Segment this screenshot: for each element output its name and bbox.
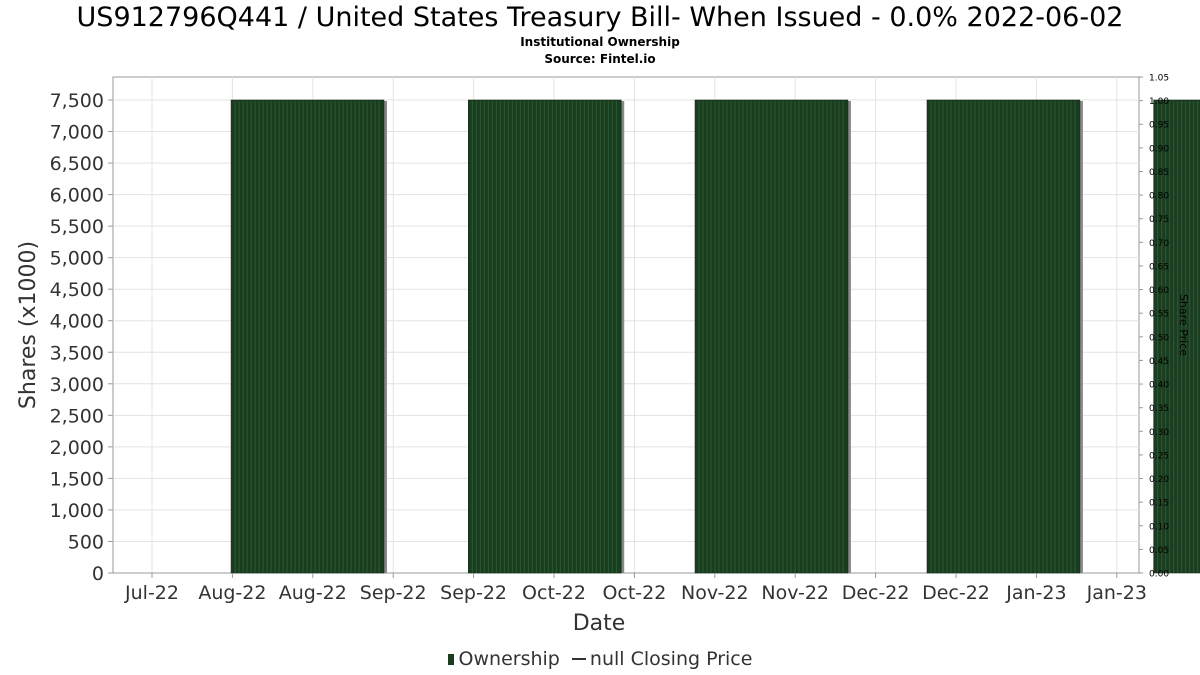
y2-tick-label: 0.75 [1149,215,1169,225]
chart-subtitle-ownership: Institutional Ownership [520,35,680,49]
ownership-bar-group [1153,99,1200,574]
chart-legend: Ownership null Closing Price [0,647,1200,670]
x-tick-label: Oct-22 [602,582,666,604]
ownership-bar-group [230,99,387,574]
y2-tick-label: 0.35 [1149,404,1169,414]
chart-subtitle-source: Source: Fintel.io [544,52,656,66]
y-tick-label: 5,000 [50,248,104,270]
x-tick-label: Nov-22 [761,582,829,604]
y-tick-label: 2,000 [50,437,104,459]
legend-closing-price-label: null Closing Price [589,647,753,670]
y2-tick-label: 0.70 [1149,239,1169,249]
y2-tick-label: 0.80 [1149,192,1169,202]
ownership-swatch-icon [447,653,454,665]
y2-tick-label: 0.85 [1149,168,1169,178]
y2-tick-label: 0.60 [1149,286,1169,296]
y2-tick-label: 1.00 [1149,97,1169,107]
y-tick-label: 4,000 [50,311,104,333]
y-tick-label: 6,500 [50,153,104,175]
y2-tick-label: 0.10 [1149,522,1169,532]
y-tick-label: 5,500 [50,216,104,238]
y-tick-label: 3,000 [50,374,104,396]
y-tick-label: 2,500 [50,405,104,427]
y2-tick-label: 0.40 [1149,381,1169,391]
y-tick-label: 3,500 [50,342,104,364]
y2-tick-label: 0.55 [1149,310,1169,320]
y-tick-label: 6,000 [50,185,104,207]
x-tick-label: Jul-22 [124,582,179,604]
chart-title: US912796Q441 / United States Treasury Bi… [76,2,1124,33]
y2-axis-ticks: 0.00 0.05 0.10 0.15 0.20 0.25 0.30 0.35 0.40 0.45… [1139,74,1169,580]
y2-axis-label: Share Price [1177,294,1190,356]
x-tick-label: Jan-23 [1005,582,1066,604]
y2-tick-label: 0.05 [1149,546,1169,556]
y-tick-label: 1,000 [50,500,104,522]
y2-tick-label: 0.15 [1149,499,1169,509]
x-axis-label: Date [573,611,626,636]
x-tick-label: Jan-23 [1086,582,1147,604]
ownership-bars [230,99,1200,574]
y-tick-label: 7,500 [50,90,104,112]
legend-ownership[interactable]: Ownership [447,647,560,670]
y2-tick-label: 0.45 [1149,357,1169,367]
ownership-bar-group [926,99,1083,574]
ownership-bar-group [468,99,625,574]
y-tick-label: 4,500 [50,279,104,301]
x-tick-label: Aug-22 [279,582,347,604]
ownership-chart: 0 500 1,000 1,500 2,000 2,500 3,000 3,500 4,000 4… [16,74,1200,636]
y-axis-label: Shares (x1000) [16,241,41,409]
legend-closing-price[interactable]: null Closing Price [566,647,753,670]
y2-tick-label: 0.20 [1149,475,1169,485]
x-tick-label: Oct-22 [522,582,586,604]
x-tick-label: Dec-22 [922,582,990,604]
y2-tick-label: 0.90 [1149,144,1169,154]
y-tick-label: 500 [68,531,104,553]
y-tick-label: 0 [92,563,104,585]
ownership-bar-group [694,99,851,574]
y2-tick-label: 0.25 [1149,451,1169,461]
y2-tick-label: 0.50 [1149,333,1169,343]
y2-tick-label: 0.95 [1149,121,1169,131]
y2-tick-label: 1.05 [1149,74,1169,84]
y2-tick-label: 0.30 [1149,428,1169,438]
legend-ownership-label: Ownership [458,647,560,670]
x-tick-label: Nov-22 [681,582,749,604]
y-axis-ticks: 0 500 1,000 1,500 2,000 2,500 3,000 3,500 4,000 4… [50,90,113,585]
y2-tick-label: 0.65 [1149,262,1169,272]
x-tick-label: Dec-22 [842,582,910,604]
closing-price-line-icon [571,658,586,660]
x-tick-label: Sep-22 [360,582,427,604]
y-tick-label: 1,500 [50,468,104,490]
y-tick-label: 7,000 [50,122,104,144]
x-tick-label: Sep-22 [440,582,507,604]
y2-tick-label: 0.00 [1149,570,1169,580]
x-axis-ticks: Jul-22 Aug-22 Aug-22 Sep-22 Sep-22 Oct-22 Oct-… [124,573,1147,604]
x-tick-label: Aug-22 [198,582,266,604]
